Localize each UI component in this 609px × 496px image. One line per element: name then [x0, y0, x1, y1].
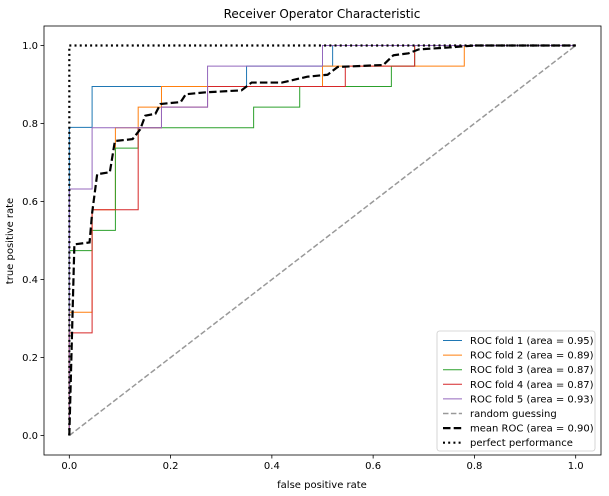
legend: ROC fold 1 (area = 0.95) ROC fold 2 (area… — [436, 330, 596, 452]
series-line-7-mean-roc-area-0-90 — [68, 44, 576, 436]
series-line-5-roc-fold-5-area-0-93 — [68, 45, 576, 436]
x-tick-label: 0.6 — [365, 461, 381, 472]
x-axis-label: false positive rate — [277, 480, 367, 491]
legend-entry-7: mean ROC (area = 0.90) — [470, 424, 594, 435]
legend-entry-6: random guessing — [470, 409, 557, 420]
legend-entry-8: perfect performance — [470, 438, 573, 449]
y-tick-label: 0.2 — [22, 353, 38, 364]
y-tick-label: 0.6 — [22, 197, 38, 208]
legend-box — [436, 330, 596, 452]
x-tick-label: 1.0 — [568, 461, 584, 472]
axes: 0.0 0.2 0.4 0.6 0.8 1.0 0.0 0.2 0.4 0.6 0.8 1.0 — [22, 25, 602, 472]
axes-frame — [43, 25, 602, 456]
x-tick-label: 0.2 — [163, 461, 179, 472]
legend-entry-2: ROC fold 2 (area = 0.89) — [470, 351, 594, 362]
x-tick-label: 0.8 — [466, 461, 482, 472]
y-axis-label: true positive rate — [5, 198, 16, 284]
y-tick-label: 1.0 — [22, 41, 38, 52]
y-tick-label: 0.8 — [22, 119, 38, 130]
y-tick-label: 0.0 — [22, 431, 38, 442]
legend-entry-3: ROC fold 3 (area = 0.87) — [470, 365, 594, 376]
legend-entry-5: ROC fold 5 (area = 0.93) — [470, 394, 594, 405]
series-line-8-perfect-performance — [68, 44, 576, 436]
plot-area — [68, 44, 577, 437]
legend-entry-4: ROC fold 4 (area = 0.87) — [470, 380, 594, 391]
chart-title: Receiver Operator Characteristic — [224, 7, 421, 21]
x-tick-label: 0.0 — [61, 461, 77, 472]
legend-entry-1: ROC fold 1 (area = 0.95) — [470, 336, 594, 347]
series-line-6-random-guessing — [68, 44, 577, 437]
y-tick-label: 0.4 — [22, 275, 38, 286]
x-tick-label: 0.4 — [264, 461, 280, 472]
